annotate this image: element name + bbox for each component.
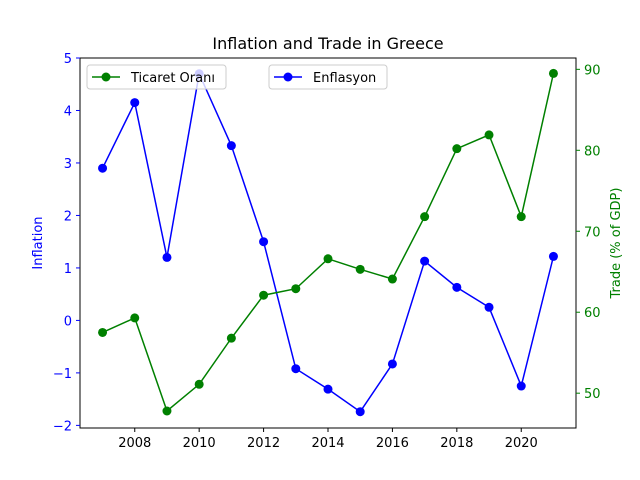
y-right-tick-label: 90 [584,63,601,78]
data-point-enflasyon [259,237,269,247]
legend-label-ticaret: Ticaret Oranı [130,71,215,86]
x-tick-label: 2016 [376,436,409,451]
data-point-enflasyon [387,359,397,369]
data-point-ticaret [130,313,140,323]
legend-left-frame [86,64,227,90]
data-point-ticaret [194,379,204,389]
data-point-ticaret [291,284,301,294]
y-left-tick-label: −2 [53,419,72,434]
plot-area [98,68,558,417]
y-right-tick-label: 50 [584,387,601,402]
data-point-enflasyon [162,252,172,262]
data-point-enflasyon [420,256,430,266]
data-point-enflasyon [226,141,236,151]
x-tick-label: 2012 [247,436,280,451]
y-left-tick-label: 4 [64,104,72,119]
y-right-tick-label: 80 [584,144,601,159]
x-tick-label: 2008 [118,436,151,451]
data-point-enflasyon [130,98,140,108]
data-point-ticaret [484,130,494,140]
y-right-tick-label: 60 [584,306,601,321]
legend-left: Ticaret Oranı [86,64,227,90]
x-tick-label: 2010 [183,436,216,451]
data-point-ticaret [516,212,526,222]
y-left-tick-label: 0 [64,314,72,329]
y-left-tick-label: −1 [53,367,72,382]
y-left-tick-label: 2 [64,209,72,224]
data-point-ticaret [355,264,365,274]
data-point-enflasyon [355,407,365,417]
data-point-enflasyon [484,302,494,312]
series-enflasyon [98,69,558,417]
data-point-ticaret [323,254,333,264]
data-point-ticaret [259,290,269,300]
y-left-tick-label: 3 [64,157,72,172]
legend-center-frame [268,64,388,90]
data-point-ticaret [98,327,108,337]
data-point-enflasyon [98,163,108,173]
data-point-enflasyon [291,364,301,374]
y-axis-left: 5 4 3 2 1 0 −1 −2 [53,52,80,434]
y-right-tick-label: 70 [584,225,601,240]
y-left-tick-label: 5 [64,52,72,67]
legend-marker-ticaret [101,72,111,82]
y-axis-left-label: Inflation [31,216,46,269]
legend-center: Enflasyon [268,64,388,90]
data-point-ticaret [452,144,462,154]
legend-label-enflasyon: Enflasyon [313,71,376,86]
series-ticaret [98,68,558,416]
data-point-enflasyon [452,282,462,292]
data-point-ticaret [548,68,558,78]
y-axis-right-label: Trade (% of GDP) [609,188,624,300]
x-axis: 2008 2010 2012 2014 2016 2018 2020 [118,428,538,451]
y-left-tick-label: 1 [64,262,72,277]
chart-title: Inflation and Trade in Greece [212,34,443,53]
x-tick-label: 2014 [311,436,344,451]
data-point-ticaret [387,274,397,284]
data-point-ticaret [226,333,236,343]
data-point-ticaret [162,406,172,416]
x-tick-label: 2020 [505,436,538,451]
data-point-enflasyon [516,381,526,391]
y-axis-right: 90 80 70 60 50 [576,63,601,402]
data-point-enflasyon [323,384,333,394]
data-point-ticaret [420,212,430,222]
data-point-enflasyon [548,251,558,261]
legend-marker-enflasyon [283,72,293,82]
x-tick-label: 2018 [440,436,473,451]
